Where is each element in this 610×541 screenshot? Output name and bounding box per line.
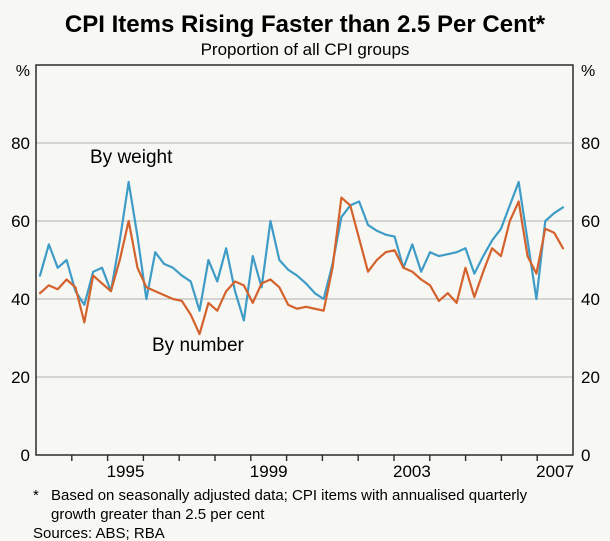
line-series-by-weight bbox=[38, 180, 565, 322]
footnote-line-2: growth greater than 2.5 per cent bbox=[51, 506, 265, 523]
y-tick-label-right-80: 80 bbox=[581, 134, 600, 153]
plot-frame bbox=[35, 64, 574, 456]
sources-line: Sources: ABS; RBA bbox=[33, 525, 165, 541]
y-tick-label-left-20: 20 bbox=[11, 368, 30, 387]
series-label-by-number: By number bbox=[152, 335, 245, 356]
x-tick-label-2003: 2003 bbox=[393, 462, 431, 481]
footnote-marker: * bbox=[33, 487, 39, 504]
y-tick-label-right-60: 60 bbox=[581, 212, 600, 231]
y-tick-label-left-0: 0 bbox=[21, 446, 30, 465]
y-tick-label-left-40: 40 bbox=[11, 290, 30, 309]
y-tick-label-right-0: 0 bbox=[581, 446, 590, 465]
line-series-by-number bbox=[38, 196, 565, 336]
gridlines-group bbox=[36, 142, 573, 378]
y-unit-right: % bbox=[581, 63, 595, 80]
x-tick-label-1999: 1999 bbox=[250, 462, 288, 481]
y-tick-label-right-20: 20 bbox=[581, 368, 600, 387]
y-unit-left: % bbox=[16, 63, 30, 80]
series-label-by-weight: By weight bbox=[90, 147, 173, 168]
chart-title: CPI Items Rising Faster than 2.5 Per Cen… bbox=[65, 11, 546, 38]
y-tick-label-left-60: 60 bbox=[11, 212, 30, 231]
data-series-group bbox=[38, 180, 565, 336]
chart-subtitle: Proportion of all CPI groups bbox=[201, 40, 410, 59]
footnote-line-1: Based on seasonally adjusted data; CPI i… bbox=[51, 487, 528, 504]
axis-group: 0 0 20 20 40 40 60 60 80 80 1995 1999 2003 2007 bbox=[11, 64, 600, 481]
x-tick-label-1995: 1995 bbox=[107, 462, 145, 481]
y-tick-label-right-40: 40 bbox=[581, 290, 600, 309]
x-tick-label-2007: 2007 bbox=[536, 462, 574, 481]
y-tick-label-left-80: 80 bbox=[11, 134, 30, 153]
